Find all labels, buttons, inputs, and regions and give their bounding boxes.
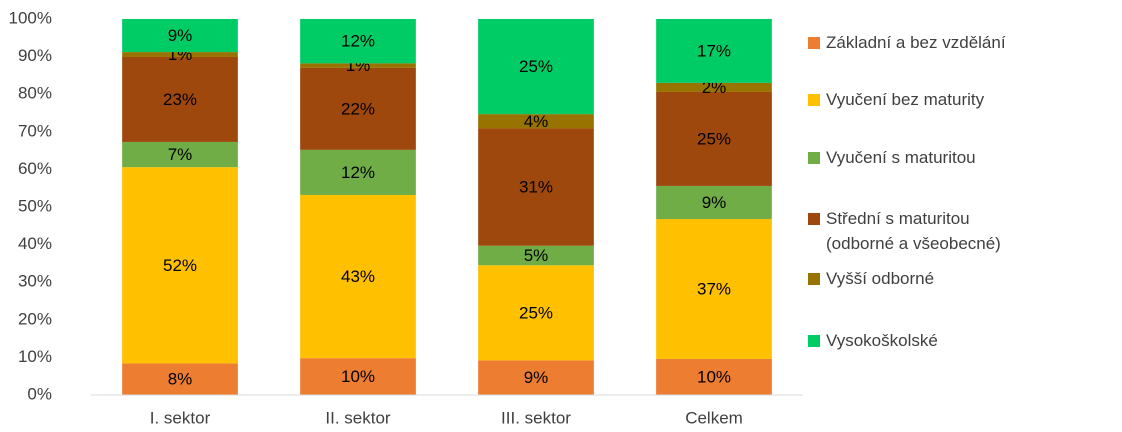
y-tick-label: 40% <box>18 234 52 253</box>
bar-segment <box>122 56 238 142</box>
data-label: 31% <box>519 178 553 197</box>
bar-segment <box>478 360 594 395</box>
bar-segment <box>656 82 772 92</box>
y-tick-label: 20% <box>18 309 52 328</box>
data-label: 23% <box>163 90 197 109</box>
x-tick-label: I. sektor <box>150 408 211 427</box>
bar-segment <box>656 19 772 83</box>
data-label: 7% <box>168 145 193 164</box>
x-tick-label: II. sektor <box>325 408 391 427</box>
bar-segment <box>300 19 416 64</box>
legend-label: Vyšší odborné <box>826 269 935 288</box>
legend-item: Vyučení s maturitou <box>808 145 1108 170</box>
y-tick-label: 90% <box>18 46 52 65</box>
legend-label: Vyučení s maturitou <box>826 148 976 167</box>
bar-segment <box>478 114 594 129</box>
bar-segment <box>478 128 594 246</box>
legend-item: Základní a bez vzdělání <box>808 30 1108 55</box>
legend-label: Základní a bez vzdělání <box>826 33 1006 52</box>
data-label: 10% <box>697 367 731 386</box>
legend-swatch <box>808 273 820 285</box>
y-tick-label: 80% <box>18 84 52 103</box>
legend-label: Střední s maturitou (odborné a všeobecné… <box>826 209 1001 253</box>
bar-segment <box>122 19 238 53</box>
data-label: 25% <box>697 129 731 148</box>
data-label: 52% <box>163 256 197 275</box>
y-tick-label: 30% <box>18 272 52 291</box>
bar-segment <box>656 91 772 186</box>
y-tick-label: 100% <box>9 8 52 27</box>
legend-label: Vysokoškolské <box>826 331 938 350</box>
legend-label: Vyučení bez maturity <box>826 90 985 109</box>
data-label: 9% <box>524 368 549 387</box>
data-label: 25% <box>519 303 553 322</box>
bar-segment <box>300 67 416 150</box>
bar-segment <box>300 149 416 195</box>
y-tick-label: 0% <box>27 384 52 403</box>
data-label: 43% <box>341 267 375 286</box>
data-label: 9% <box>168 26 193 45</box>
data-label: 17% <box>697 41 731 60</box>
data-label: 12% <box>341 32 375 51</box>
bar-segment <box>478 245 594 266</box>
bar-segment <box>300 358 416 395</box>
data-label: 4% <box>524 112 549 131</box>
data-label: 8% <box>168 370 193 389</box>
bar-segment <box>300 63 416 68</box>
data-label: 10% <box>341 367 375 386</box>
y-tick-label: 50% <box>18 196 52 215</box>
y-tick-label: 60% <box>18 159 52 178</box>
bar-segment <box>300 194 416 359</box>
legend-item: Vyučení bez maturity <box>808 87 1108 112</box>
legend-swatch <box>808 335 820 347</box>
bar-segment <box>122 52 238 57</box>
bar-segment <box>122 167 238 364</box>
bar-segment <box>656 185 772 220</box>
legend-item: Vyšší odborné <box>808 266 1108 291</box>
legend-item: Střední s maturitou (odborné a všeobecné… <box>808 206 1108 256</box>
x-tick-label: III. sektor <box>501 408 571 427</box>
bar-segment <box>656 219 772 359</box>
legend-swatch <box>808 152 820 164</box>
y-tick-label: 10% <box>18 347 52 366</box>
bar-segment <box>656 358 772 395</box>
legend-swatch <box>808 94 820 106</box>
data-label: 9% <box>702 193 727 212</box>
data-label: 12% <box>341 163 375 182</box>
x-tick-label: Celkem <box>685 408 743 427</box>
legend-swatch <box>808 213 820 225</box>
legend-swatch <box>808 37 820 49</box>
data-label: 5% <box>524 246 549 265</box>
y-tick-label: 70% <box>18 121 52 140</box>
data-label: 25% <box>519 57 553 76</box>
data-label: 22% <box>341 99 375 118</box>
legend-item: Vysokoškolské <box>808 328 1108 353</box>
data-label: 37% <box>697 279 731 298</box>
bar-segment <box>122 363 238 395</box>
bar-segment <box>478 265 594 361</box>
bar-segment <box>478 19 594 115</box>
bar-segment <box>122 141 238 168</box>
